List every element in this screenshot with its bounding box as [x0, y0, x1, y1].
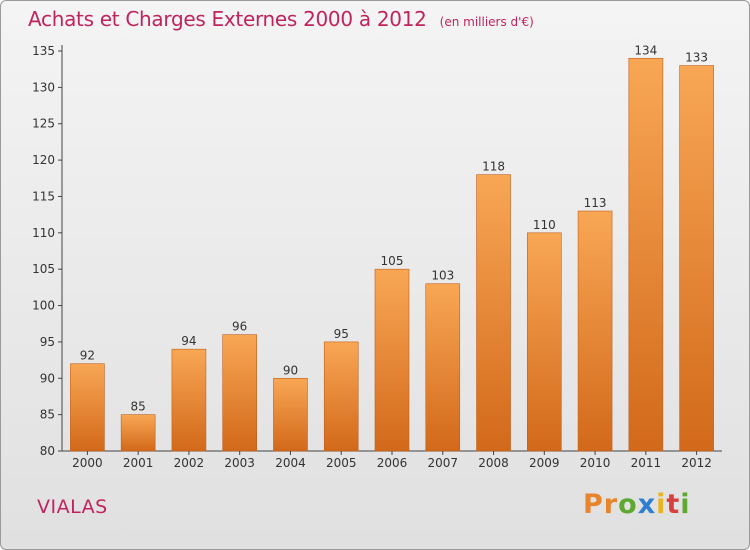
logo-letter: i [680, 489, 691, 520]
x-tick-label: 2003 [224, 456, 255, 470]
bar [171, 348, 207, 452]
commune-name: VIALAS [37, 496, 108, 518]
y-tick-label: 95 [40, 335, 55, 349]
y-tick-label: 85 [40, 408, 55, 422]
bar [222, 334, 257, 452]
y-tick-label: 100 [32, 299, 55, 313]
x-tick-label: 2000 [72, 456, 103, 470]
y-tick-label: 80 [40, 444, 55, 458]
bar-value-label: 90 [283, 363, 298, 377]
logo-letter: x [637, 489, 657, 520]
bar-value-label: 94 [181, 334, 196, 348]
bar-value-label: 92 [80, 349, 95, 363]
logo-letter: r [603, 489, 619, 520]
bar-value-label: 110 [533, 218, 556, 232]
bar [120, 414, 156, 452]
y-tick-label: 125 [32, 117, 55, 131]
y-tick-label: 130 [32, 80, 55, 94]
y-tick-label: 115 [32, 189, 55, 203]
bar-value-label: 118 [482, 160, 505, 174]
x-tick-label: 2005 [326, 456, 357, 470]
bar [527, 232, 562, 452]
bar-value-label: 96 [232, 320, 247, 334]
y-tick-label: 135 [32, 44, 55, 58]
x-tick-label: 2012 [681, 456, 712, 470]
logo-letter: t [666, 489, 681, 520]
x-tick-label: 2010 [580, 456, 611, 470]
bar-value-label: 95 [334, 327, 349, 341]
bar [628, 57, 664, 452]
chart-subtitle: (en milliers d'€) [439, 15, 534, 29]
bar-value-label: 85 [131, 400, 146, 414]
bar [679, 65, 714, 452]
bar [425, 283, 461, 452]
chart-title: Achats et Charges Externes 2000 à 2012 [28, 7, 427, 31]
y-tick-label: 105 [32, 262, 55, 276]
bar-value-label: 105 [381, 254, 404, 268]
bar [70, 363, 105, 452]
y-tick-label: 120 [32, 153, 55, 167]
logo-letter: P [583, 489, 604, 520]
y-tick-label: 110 [32, 226, 55, 240]
x-tick-label: 2004 [275, 456, 306, 470]
x-tick-label: 2007 [427, 456, 458, 470]
x-tick-label: 2002 [174, 456, 205, 470]
bar-value-label: 134 [634, 43, 657, 57]
bar [323, 341, 359, 452]
x-tick-label: 2006 [377, 456, 408, 470]
bar [374, 268, 410, 452]
x-tick-label: 2008 [478, 456, 509, 470]
bar-value-label: 103 [431, 269, 454, 283]
x-tick-label: 2009 [529, 456, 560, 470]
bar-value-label: 133 [685, 51, 708, 65]
x-tick-label: 2011 [631, 456, 662, 470]
chart-title-block: Achats et Charges Externes 2000 à 2012 (… [28, 7, 534, 31]
x-tick-label: 2001 [123, 456, 154, 470]
logo-letter: i [656, 489, 667, 520]
bar [476, 174, 511, 452]
bar [273, 377, 308, 452]
bar-value-label: 113 [584, 196, 607, 210]
y-tick-label: 90 [40, 371, 55, 385]
logo-letter: o [618, 489, 638, 520]
bar [577, 210, 613, 452]
proxiti-logo: Proxiti [583, 489, 691, 520]
